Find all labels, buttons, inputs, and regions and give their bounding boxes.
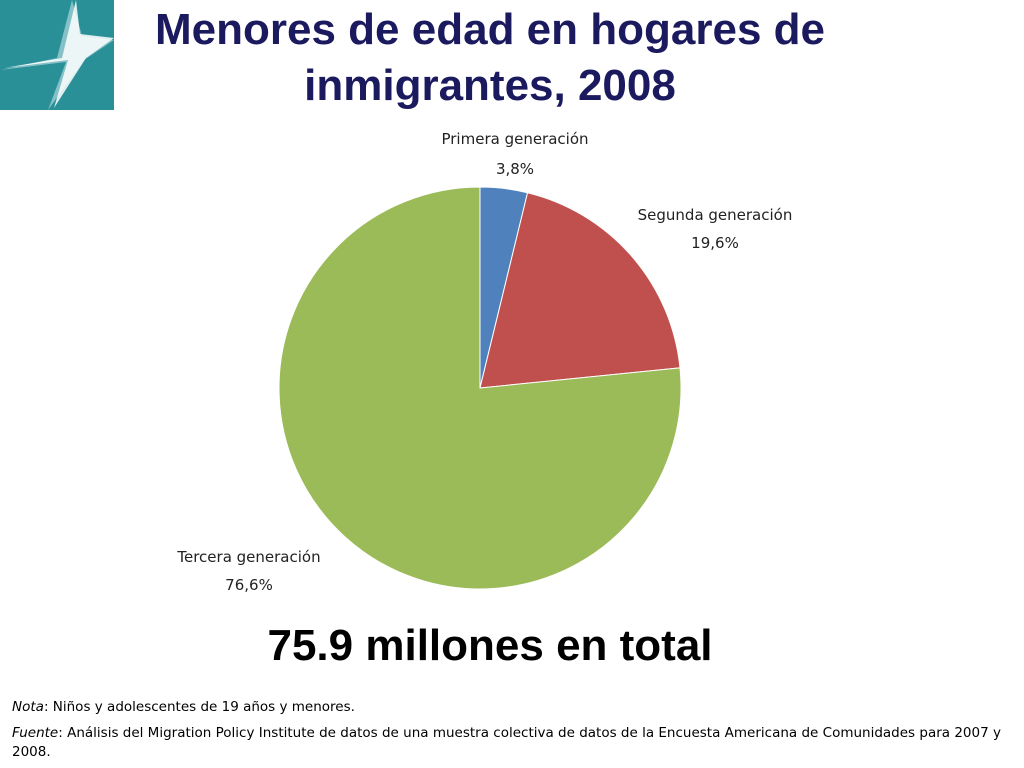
chart-title: Menores de edad en hogares de inmigrante… xyxy=(155,5,825,110)
source-label: Fuente xyxy=(12,725,59,741)
note-body: : Niños y adolescentes de 19 años y meno… xyxy=(43,699,355,715)
pie-slice-3 xyxy=(278,186,682,590)
mpi-star-logo-icon xyxy=(0,0,114,110)
slice-value-label: 3,8% xyxy=(496,160,534,178)
slice-value-label: 76,6% xyxy=(225,576,273,594)
mpi-logo xyxy=(0,0,114,110)
pie-chart: Primera generación 3,8% Segunda generación… xyxy=(176,130,793,594)
source-text: Fuente: Análisis del Migration Policy In… xyxy=(12,724,1012,762)
source-body: : Análisis del Migration Policy Institut… xyxy=(12,725,1001,760)
slice-value-label: 19,6% xyxy=(691,234,739,252)
total-label: 75.9 millones en total xyxy=(267,621,713,670)
note-text: Nota: Niños y adolescentes de 19 años y … xyxy=(12,698,1012,717)
pie-slice-2 xyxy=(479,192,681,389)
note-label: Nota xyxy=(12,699,44,715)
slice-name-label: Tercera generación xyxy=(176,548,320,566)
slice-name-label: Primera generación xyxy=(441,130,588,148)
slice-name-label: Segunda generación xyxy=(638,206,793,224)
